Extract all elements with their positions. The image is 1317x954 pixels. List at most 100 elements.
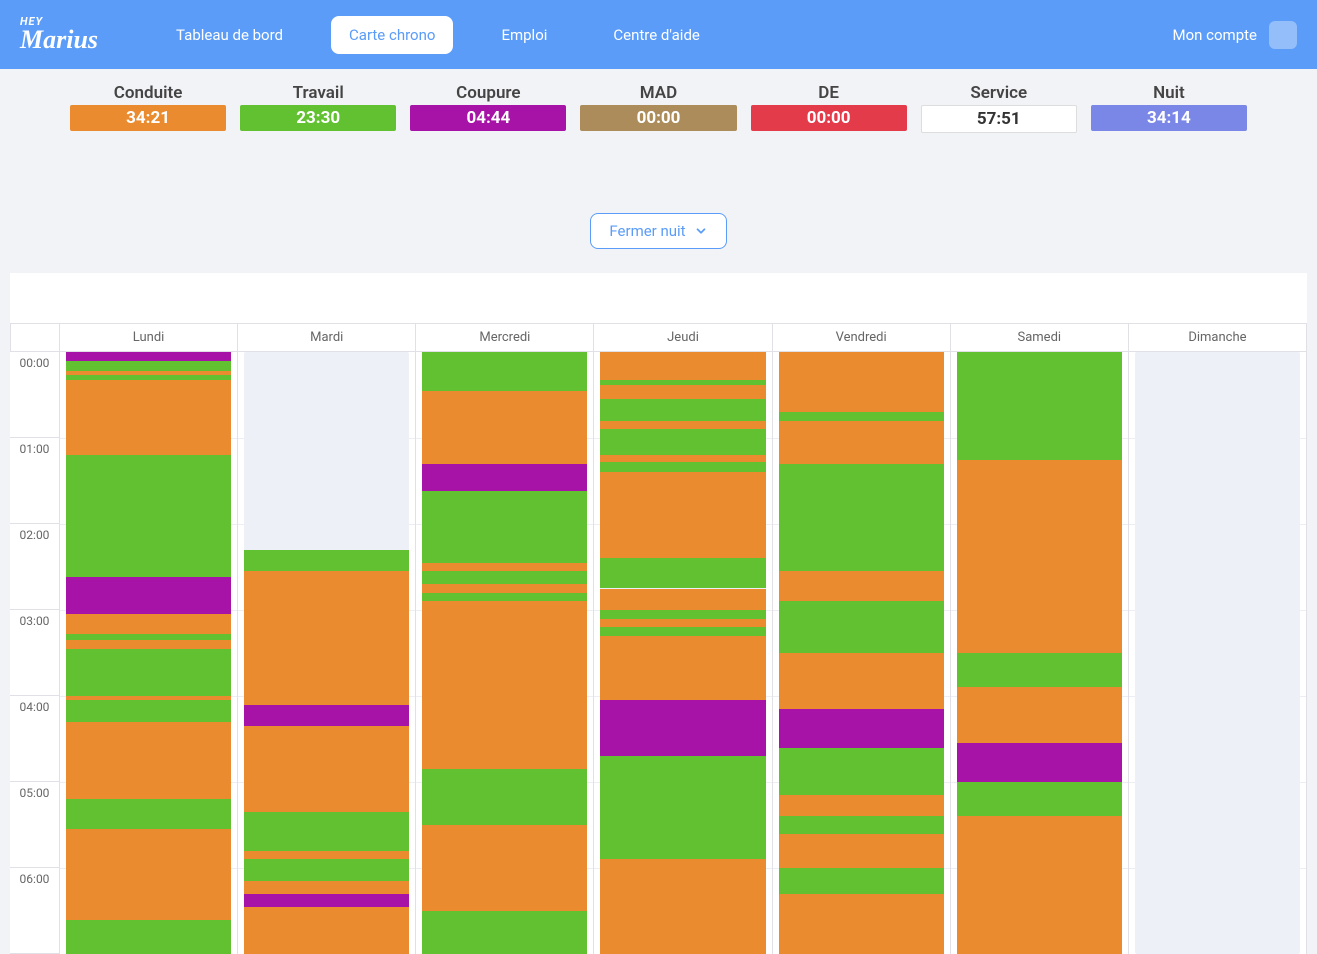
summary-value: 00:00 bbox=[751, 105, 907, 131]
segment-travail[interactable] bbox=[66, 700, 231, 722]
nav-chrono[interactable]: Carte chrono bbox=[331, 16, 453, 54]
segment-travail[interactable] bbox=[600, 429, 765, 455]
segment-conduite[interactable] bbox=[779, 571, 944, 601]
day-track bbox=[600, 352, 765, 954]
summary-label: DE bbox=[751, 83, 907, 103]
summary-label: Travail bbox=[240, 83, 396, 103]
day-track bbox=[1135, 352, 1300, 954]
segment-travail[interactable] bbox=[600, 756, 765, 859]
segment-conduite[interactable] bbox=[600, 421, 765, 430]
day-header: Jeudi bbox=[594, 324, 772, 352]
segment-travail[interactable] bbox=[422, 491, 587, 562]
segment-travail[interactable] bbox=[66, 361, 231, 371]
segment-conduite[interactable] bbox=[600, 589, 765, 611]
segment-conduite[interactable] bbox=[957, 687, 1122, 743]
segment-conduite[interactable] bbox=[66, 829, 231, 919]
segment-conduite[interactable] bbox=[779, 653, 944, 709]
segment-travail[interactable] bbox=[66, 799, 231, 829]
segment-conduite[interactable] bbox=[779, 894, 944, 954]
nav-emploi[interactable]: Emploi bbox=[483, 16, 565, 54]
segment-coupure[interactable] bbox=[244, 894, 409, 907]
segment-travail[interactable] bbox=[779, 464, 944, 572]
segment-travail[interactable] bbox=[66, 657, 231, 696]
nav-dashboard[interactable]: Tableau de bord bbox=[158, 16, 301, 54]
segment-conduite[interactable] bbox=[66, 386, 231, 455]
segment-coupure[interactable] bbox=[244, 705, 409, 727]
segment-travail[interactable] bbox=[957, 352, 1122, 460]
summary-label: Coupure bbox=[410, 83, 566, 103]
calendar-grid: LundiMardiMercrediJeudiVendrediSamediDim… bbox=[10, 323, 1307, 954]
nav-help[interactable]: Centre d'aide bbox=[595, 16, 717, 54]
segment-conduite[interactable] bbox=[957, 460, 1122, 654]
segment-travail[interactable] bbox=[600, 558, 765, 588]
segment-conduite[interactable] bbox=[422, 825, 587, 911]
segment-travail[interactable] bbox=[600, 399, 765, 421]
segment-conduite[interactable] bbox=[779, 795, 944, 817]
segment-travail[interactable] bbox=[957, 653, 1122, 687]
segment-conduite[interactable] bbox=[600, 385, 765, 400]
segment-conduite[interactable] bbox=[66, 722, 231, 799]
segment-conduite[interactable] bbox=[66, 380, 231, 387]
segment-conduite[interactable] bbox=[422, 391, 587, 464]
time-axis: 00:0001:0002:0003:0004:0005:0006:00 bbox=[10, 352, 60, 954]
segment-conduite[interactable] bbox=[244, 907, 409, 954]
segment-travail[interactable] bbox=[66, 920, 231, 954]
segment-conduite[interactable] bbox=[600, 455, 765, 462]
segment-travail[interactable] bbox=[244, 812, 409, 851]
segment-travail[interactable] bbox=[600, 627, 765, 636]
segment-travail[interactable] bbox=[600, 610, 765, 619]
segment-conduite[interactable] bbox=[66, 640, 231, 649]
segment-coupure[interactable] bbox=[66, 577, 231, 614]
segment-conduite[interactable] bbox=[244, 571, 409, 704]
segment-conduite[interactable] bbox=[600, 859, 765, 954]
segment-travail[interactable] bbox=[66, 649, 231, 658]
segment-coupure[interactable] bbox=[779, 709, 944, 748]
segment-travail[interactable] bbox=[422, 769, 587, 825]
segment-travail[interactable] bbox=[779, 412, 944, 421]
summary-label: Conduite bbox=[70, 83, 226, 103]
segment-travail[interactable] bbox=[66, 455, 231, 577]
summary-value: 57:51 bbox=[921, 105, 1077, 133]
segment-conduite[interactable] bbox=[600, 636, 765, 701]
day-header: Dimanche bbox=[1129, 324, 1307, 352]
segment-travail[interactable] bbox=[779, 816, 944, 833]
account-avatar[interactable] bbox=[1269, 21, 1297, 49]
segment-conduite[interactable] bbox=[244, 726, 409, 812]
segment-conduite[interactable] bbox=[600, 619, 765, 628]
segment-travail[interactable] bbox=[779, 601, 944, 653]
day-track bbox=[244, 352, 409, 954]
segment-coupure[interactable] bbox=[422, 464, 587, 492]
segment-coupure[interactable] bbox=[957, 743, 1122, 782]
summary-card-conduite: Conduite34:21 bbox=[70, 83, 226, 133]
segment-travail[interactable] bbox=[957, 782, 1122, 816]
segment-travail[interactable] bbox=[422, 911, 587, 954]
segment-conduite[interactable] bbox=[244, 881, 409, 894]
segment-travail[interactable] bbox=[779, 868, 944, 894]
hour-label: 06:00 bbox=[10, 868, 59, 954]
segment-travail[interactable] bbox=[779, 748, 944, 795]
segment-coupure[interactable] bbox=[600, 700, 765, 756]
segment-travail[interactable] bbox=[422, 571, 587, 584]
segment-travail[interactable] bbox=[244, 859, 409, 881]
segment-travail[interactable] bbox=[244, 550, 409, 572]
segment-conduite[interactable] bbox=[600, 472, 765, 558]
segment-conduite[interactable] bbox=[957, 816, 1122, 954]
segment-conduite[interactable] bbox=[422, 584, 587, 593]
day-column bbox=[773, 352, 951, 954]
segment-conduite[interactable] bbox=[600, 352, 765, 380]
summary-row: Conduite34:21Travail23:30Coupure04:44MAD… bbox=[0, 69, 1317, 143]
toggle-night-button[interactable]: Fermer nuit bbox=[590, 213, 726, 249]
segment-conduite[interactable] bbox=[422, 563, 587, 572]
segment-conduite[interactable] bbox=[244, 851, 409, 860]
segment-conduite[interactable] bbox=[779, 421, 944, 464]
segment-conduite[interactable] bbox=[779, 834, 944, 868]
day-header: Vendredi bbox=[773, 324, 951, 352]
segment-conduite[interactable] bbox=[779, 352, 944, 412]
segment-coupure[interactable] bbox=[66, 352, 231, 361]
segment-travail[interactable] bbox=[422, 593, 587, 602]
segment-conduite[interactable] bbox=[66, 614, 231, 634]
account-link[interactable]: Mon compte bbox=[1173, 26, 1258, 44]
segment-conduite[interactable] bbox=[422, 601, 587, 769]
segment-travail[interactable] bbox=[600, 462, 765, 472]
segment-travail[interactable] bbox=[422, 352, 587, 391]
